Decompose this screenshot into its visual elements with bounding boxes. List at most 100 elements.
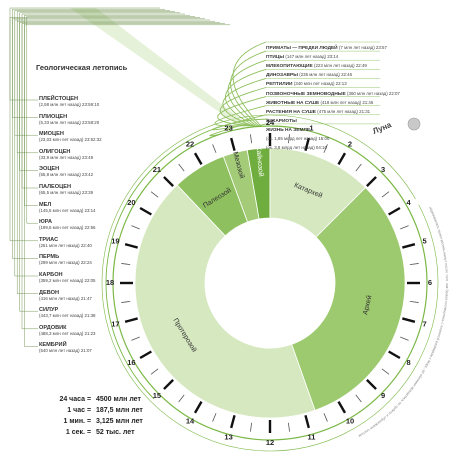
era-name: ДЕВОН (39, 289, 60, 296)
era-name: ПЛЕЙСТОЦЕН (39, 96, 79, 102)
event-connector (222, 77, 267, 128)
event-connector (232, 41, 267, 132)
hour-number: 7 (422, 319, 426, 328)
era-detail: (416 млн лет назад) 21:47 (39, 295, 92, 301)
half-hour-tick (150, 191, 159, 198)
event-name: ЖИВОТНЫЕ НА СУШЕ (266, 100, 321, 106)
hour-tick (388, 206, 401, 216)
event-row: ПОЗВОНОЧНЫЕ ЗЕМНОВОДНЫЕ (360 млн лет наз… (266, 82, 400, 100)
event-detail: (147 млн лет назад) 23:14 (285, 54, 339, 60)
event-row: ЭУКАРИОТЫ (ок. 1,85 млрд лет назад) 15:0… (266, 109, 329, 145)
moon-label: Луна (371, 120, 393, 136)
event-name: РАСТЕНИЯ НА СУШЕ (266, 109, 318, 115)
hour-number: 16 (127, 358, 135, 367)
era-name: СИЛУР (39, 307, 59, 314)
hour-number: 18 (106, 278, 114, 287)
half-hour-tick (178, 394, 185, 403)
era-connector (24, 24, 230, 347)
event-row: ПТИЦЫ (147 млн лет назад) 23:14 (266, 45, 338, 63)
hour-tick (163, 379, 174, 390)
era-name: ОРДОВИК (39, 324, 67, 331)
half-hour-tick (131, 336, 140, 341)
era-row: ПЕРМЬ (299 млн лет назад) 22:24 (39, 254, 92, 265)
event-detail: (418 млн лет назад) 21:46 (320, 99, 374, 105)
era-connector (9, 17, 200, 242)
event-detail: (340 млн лет назад) 22:13 (293, 81, 347, 87)
era-detail: (443,7 млн лет назад) 21:38 (39, 313, 96, 319)
hour-number: 17 (111, 319, 119, 328)
hour-number: 3 (381, 165, 385, 174)
era-connector (12, 18, 205, 259)
event-name: ПОЗВОНОЧНЫЕ ЗЕМНОВОДНЫЕ (266, 91, 348, 97)
event-name: ПТИЦЫ (266, 55, 286, 61)
event-detail: (7 млн лет назад) 23:57 (338, 45, 387, 50)
event-name: МЛЕКОПИТАЮЩИЕ (266, 64, 315, 70)
hour-tick (366, 176, 377, 187)
hour-tick (337, 152, 347, 165)
scale-left: 1 сек. (65, 429, 85, 436)
hour-tick (402, 317, 416, 323)
era-detail: (5,33 млн лет назад) 23:58:20 (39, 119, 100, 125)
scale-right: 187,5 млн лет (96, 407, 143, 414)
era-name: ПАЛЕОЦЕН (39, 184, 71, 190)
half-hour-tick (409, 263, 419, 265)
era-detail: (33,9 млн лет назад) 23:49 (39, 154, 94, 160)
event-name: ДИНОЗАВРЫ (266, 73, 300, 79)
event-name: РЕПТИЛИИ (266, 82, 294, 88)
half-hour-tick (212, 413, 217, 422)
half-hour-tick (150, 368, 159, 375)
event-detail: (360 млн лет назад) 22:07 (347, 90, 400, 96)
event-detail: (235 млн лет назад) 22:46 (299, 72, 353, 78)
hour-number: 14 (186, 417, 195, 426)
hour-tick (193, 401, 203, 414)
half-hour-tick (250, 134, 252, 144)
hour-tick (163, 176, 174, 187)
era-name: ТРИАС (39, 236, 59, 243)
event-connector (212, 114, 267, 131)
era-row: ЭОЦЕН (55,8 млн лет назад) 23:42 (39, 166, 93, 177)
hour-tick (337, 401, 347, 414)
era-name: ПЕРМЬ (39, 254, 60, 261)
scale-row: 1 мин. = 3,125 млн лет (37, 418, 147, 429)
hour-number: 22 (186, 139, 194, 148)
half-hour-tick (381, 368, 390, 375)
half-hour-tick (400, 225, 409, 230)
eon-label: Кайнозой (255, 146, 266, 177)
scale-equals: = (87, 429, 92, 436)
half-hour-tick (409, 301, 419, 303)
era-row: МЕЛ (145,5 млн лет назад) 23:14 (39, 202, 96, 213)
half-hour-tick (323, 413, 328, 422)
hour-tick (124, 317, 138, 323)
era-detail: (2,58 млн лет назад) 23:59:10 (39, 102, 100, 107)
event-connector (219, 87, 267, 128)
hour-number: 12 (266, 438, 274, 447)
hour-number: 20 (127, 198, 135, 207)
hour-number: 5 (422, 237, 426, 246)
scale-left: 1 мин. (63, 418, 86, 425)
era-connector (19, 22, 220, 312)
era-name: ПЛИОЦЕН (39, 113, 68, 120)
era-name: МЕЛ (39, 201, 52, 208)
event-detail: (ок. 3,8 млрд лет назад) 04:10 (266, 144, 327, 150)
scale-row: 1 сек. = 52 тыс. лет (37, 429, 147, 440)
scale-row: 1 час = 187,5 млн лет (37, 407, 147, 418)
half-hour-tick (178, 163, 185, 172)
hour-tick (124, 243, 138, 249)
event-row: ДИНОЗАВРЫ (235 млн лет назад) 22:46 (266, 63, 352, 81)
hour-number: 4 (406, 198, 411, 207)
half-hour-tick (121, 263, 131, 265)
event-connector (225, 68, 267, 129)
hour-tick (304, 415, 310, 429)
era-name: КЕМБРИЙ (39, 342, 67, 349)
era-row: КЕМБРИЙ (540 млн лет назад) 21:07 (39, 342, 92, 353)
era-detail: (299 млн лет назад) 22:24 (39, 260, 92, 266)
scale-equals: = (87, 407, 92, 414)
era-detail: (540 млн лет назад) 21:07 (39, 348, 92, 354)
era-row: ЮРА (199,6 млн лет назад) 22:56 (39, 219, 96, 230)
half-hour-tick (355, 163, 362, 172)
half-hour-tick (323, 144, 328, 153)
event-row: ЖИВОТНЫЕ НА СУШЕ (418 млн лет назад) 21:… (266, 91, 373, 109)
half-hour-tick (121, 301, 131, 303)
